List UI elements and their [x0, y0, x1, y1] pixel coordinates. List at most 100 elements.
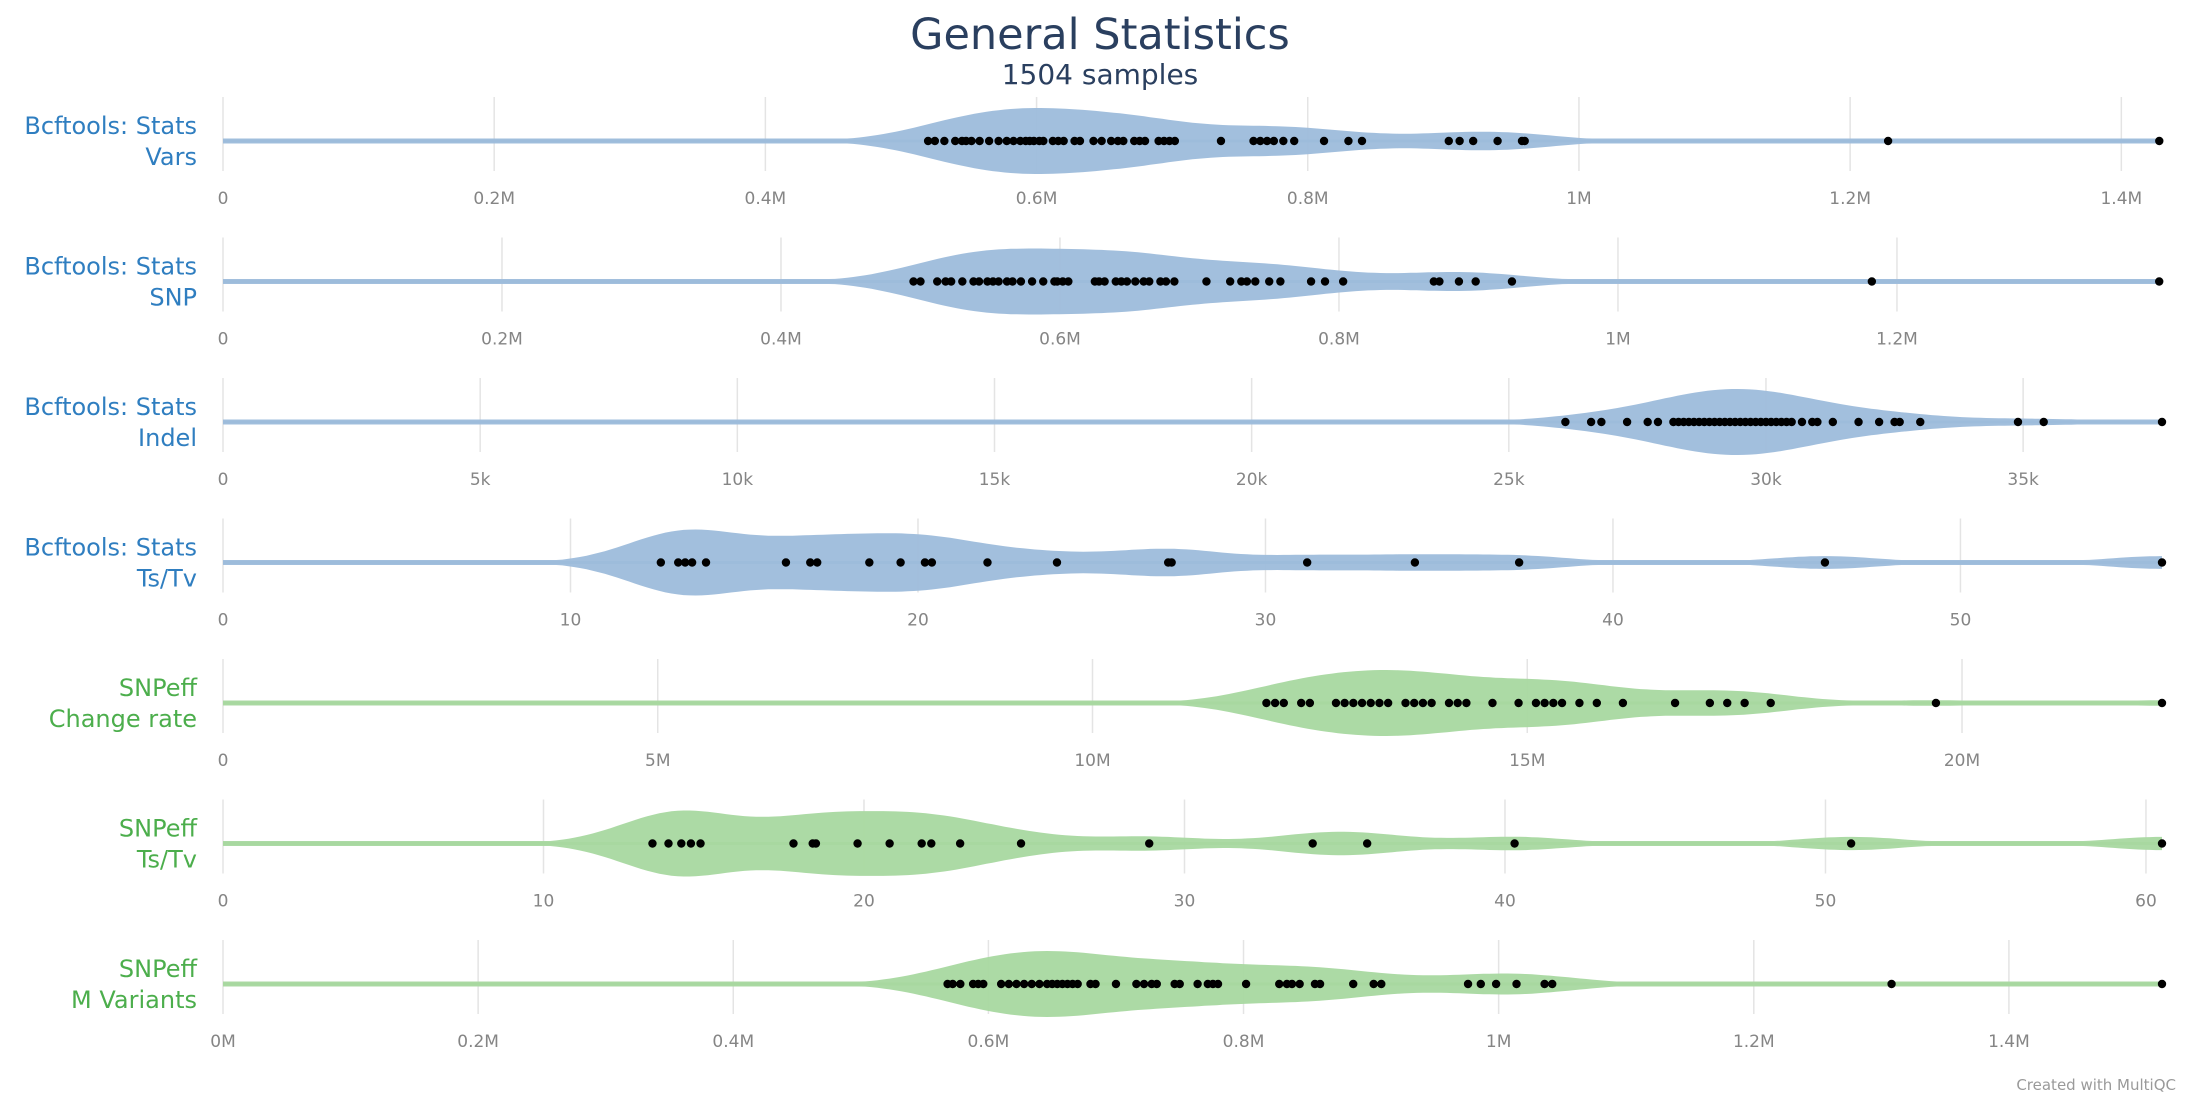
data-point[interactable]: [1867, 277, 1877, 286]
data-point[interactable]: [1331, 698, 1341, 708]
data-point[interactable]: [1122, 277, 1132, 286]
data-point[interactable]: [955, 839, 965, 848]
data-point[interactable]: [1320, 277, 1330, 286]
data-point[interactable]: [1170, 277, 1179, 286]
data-point[interactable]: [996, 979, 1006, 989]
data-point[interactable]: [1064, 277, 1073, 286]
data-point[interactable]: [1302, 558, 1312, 567]
data-point[interactable]: [1279, 136, 1288, 146]
data-point[interactable]: [1012, 979, 1021, 989]
data-point[interactable]: [1035, 979, 1044, 989]
data-point[interactable]: [933, 277, 942, 286]
data-point[interactable]: [1401, 698, 1410, 708]
data-point[interactable]: [1319, 136, 1329, 146]
data-point[interactable]: [1410, 698, 1419, 708]
data-point[interactable]: [923, 136, 933, 146]
data-point[interactable]: [1140, 136, 1150, 146]
data-point[interactable]: [1340, 698, 1349, 708]
data-point[interactable]: [967, 136, 976, 146]
data-point[interactable]: [1531, 698, 1541, 708]
data-point[interactable]: [1468, 136, 1478, 146]
data-point[interactable]: [927, 558, 937, 567]
data-point[interactable]: [951, 136, 960, 146]
data-point[interactable]: [1874, 417, 1884, 427]
data-point[interactable]: [1016, 277, 1026, 286]
data-point[interactable]: [1052, 558, 1062, 567]
data-point[interactable]: [1383, 698, 1393, 708]
data-point[interactable]: [1287, 979, 1297, 989]
data-point[interactable]: [1723, 698, 1732, 708]
data-point[interactable]: [1883, 136, 1893, 146]
data-point[interactable]: [1887, 979, 1896, 989]
data-point[interactable]: [1344, 136, 1353, 146]
data-point[interactable]: [983, 558, 992, 567]
data-point[interactable]: [1820, 558, 1830, 567]
data-point[interactable]: [1618, 698, 1628, 708]
data-point[interactable]: [1132, 979, 1141, 989]
data-point[interactable]: [1444, 698, 1454, 708]
data-point[interactable]: [1705, 698, 1715, 708]
data-point[interactable]: [1265, 277, 1274, 286]
data-point[interactable]: [1019, 979, 1029, 989]
data-point[interactable]: [1592, 698, 1602, 708]
data-point[interactable]: [2157, 417, 2167, 427]
data-point[interactable]: [1306, 277, 1316, 286]
data-point[interactable]: [687, 558, 697, 567]
data-point[interactable]: [1455, 136, 1464, 146]
data-point[interactable]: [1175, 979, 1184, 989]
data-point[interactable]: [648, 839, 657, 848]
data-point[interactable]: [1242, 277, 1252, 286]
data-point[interactable]: [1193, 979, 1202, 989]
data-point[interactable]: [1106, 136, 1116, 146]
data-point[interactable]: [1059, 136, 1068, 146]
data-point[interactable]: [674, 558, 683, 567]
data-point[interactable]: [1740, 698, 1749, 708]
data-point[interactable]: [1139, 979, 1149, 989]
data-point[interactable]: [806, 558, 815, 567]
data-point[interactable]: [1279, 698, 1288, 708]
data-point[interactable]: [1548, 979, 1557, 989]
data-point[interactable]: [1643, 417, 1652, 427]
data-point[interactable]: [1225, 277, 1235, 286]
data-point[interactable]: [677, 839, 686, 848]
data-point[interactable]: [1002, 136, 1011, 146]
data-point[interactable]: [920, 558, 930, 567]
data-point[interactable]: [1073, 979, 1082, 989]
data-point[interactable]: [1493, 136, 1502, 146]
data-point[interactable]: [1008, 277, 1017, 286]
data-point[interactable]: [1916, 417, 1925, 427]
data-point[interactable]: [2157, 698, 2167, 708]
data-point[interactable]: [1152, 979, 1161, 989]
data-point[interactable]: [1216, 136, 1226, 146]
data-point[interactable]: [1462, 698, 1471, 708]
data-point[interactable]: [958, 277, 967, 286]
data-point[interactable]: [1362, 839, 1372, 848]
data-point[interactable]: [789, 839, 798, 848]
data-point[interactable]: [1357, 698, 1367, 708]
data-point[interactable]: [909, 277, 918, 286]
data-point[interactable]: [2157, 979, 2167, 989]
data-point[interactable]: [865, 558, 874, 567]
data-point[interactable]: [2013, 417, 2023, 427]
data-point[interactable]: [1828, 417, 1838, 427]
data-point[interactable]: [1039, 277, 1048, 286]
data-point[interactable]: [813, 558, 822, 567]
data-point[interactable]: [2039, 417, 2048, 427]
data-point[interactable]: [1296, 698, 1306, 708]
data-point[interactable]: [885, 839, 894, 848]
data-point[interactable]: [696, 839, 705, 848]
data-point[interactable]: [927, 839, 936, 848]
data-point[interactable]: [680, 558, 690, 567]
data-point[interactable]: [1622, 417, 1632, 427]
data-point[interactable]: [664, 839, 673, 848]
data-point[interactable]: [1931, 698, 1941, 708]
data-point[interactable]: [994, 136, 1003, 146]
data-point[interactable]: [948, 979, 957, 989]
data-point[interactable]: [701, 558, 711, 567]
data-point[interactable]: [2155, 277, 2164, 286]
data-point[interactable]: [984, 136, 994, 146]
data-point[interactable]: [1262, 136, 1272, 146]
data-point[interactable]: [1097, 136, 1106, 146]
data-point[interactable]: [781, 558, 791, 567]
data-point[interactable]: [2155, 136, 2164, 146]
